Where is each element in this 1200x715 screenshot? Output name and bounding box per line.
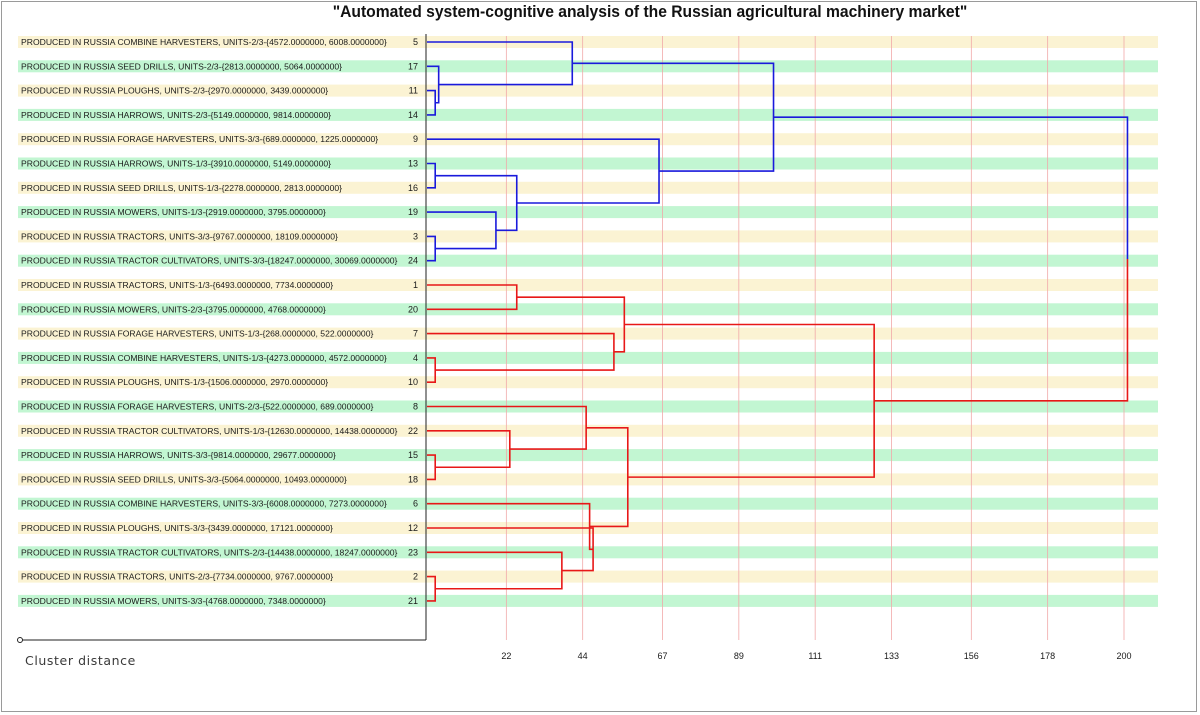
leaf-label: PRODUCED IN RUSSIA HARROWS, UNITS-3/3-{9… — [21, 450, 336, 460]
axis-origin-marker — [17, 637, 23, 643]
leaf-number: 7 — [413, 329, 418, 339]
leaf-label: PRODUCED IN RUSSIA SEED DRILLS, UNITS-3/… — [21, 474, 347, 484]
row-band — [18, 546, 1158, 559]
leaf-number: 6 — [413, 499, 418, 509]
leaf-number: 11 — [409, 86, 418, 96]
leaf-number: 3 — [413, 231, 418, 241]
leaf-label: PRODUCED IN RUSSIA MOWERS, UNITS-3/3-{47… — [21, 596, 326, 606]
leaf-label: PRODUCED IN RUSSIA MOWERS, UNITS-1/3-{29… — [21, 207, 326, 217]
leaf-number: 2 — [413, 572, 418, 582]
x-tick-label: 133 — [884, 651, 899, 661]
x-tick-label: 200 — [1116, 651, 1131, 661]
leaf-label: PRODUCED IN RUSSIA FORAGE HARVESTERS, UN… — [21, 329, 373, 339]
leaf-label: PRODUCED IN RUSSIA SEED DRILLS, UNITS-2/… — [21, 61, 342, 71]
leaf-number: 15 — [408, 450, 418, 460]
row-band — [18, 84, 1158, 97]
row-band — [18, 206, 1158, 219]
leaf-number: 17 — [408, 61, 418, 71]
leaf-label: PRODUCED IN RUSSIA HARROWS, UNITS-1/3-{3… — [21, 159, 331, 169]
leaf-label: PRODUCED IN RUSSIA TRACTORS, UNITS-2/3-{… — [21, 572, 333, 582]
leaf-number: 21 — [408, 596, 418, 606]
row-band — [18, 424, 1158, 437]
leaf-number: 1 — [413, 280, 418, 290]
leaf-label: PRODUCED IN RUSSIA COMBINE HARVESTERS, U… — [21, 353, 387, 363]
leaf-number: 14 — [408, 110, 418, 120]
leaf-label: PRODUCED IN RUSSIA PLOUGHS, UNITS-3/3-{3… — [21, 523, 333, 533]
row-band — [18, 351, 1158, 364]
x-tick-label: 67 — [657, 651, 667, 661]
leaf-label: PRODUCED IN RUSSIA SEED DRILLS, UNITS-1/… — [21, 183, 342, 193]
row-band — [18, 594, 1158, 607]
leaf-number: 8 — [413, 402, 418, 412]
leaf-label: PRODUCED IN RUSSIA COMBINE HARVESTERS, U… — [21, 37, 387, 47]
leaf-number: 10 — [408, 377, 418, 387]
leaf-number: 12 — [408, 523, 418, 533]
leaf-label: PRODUCED IN RUSSIA HARROWS, UNITS-2/3-{5… — [21, 110, 331, 120]
leaf-number: 19 — [408, 207, 418, 217]
x-tick-label: 156 — [964, 651, 979, 661]
leaf-number: 9 — [413, 134, 418, 144]
leaf-number: 4 — [413, 353, 418, 363]
x-tick-label: 22 — [501, 651, 511, 661]
row-band — [18, 400, 1158, 413]
dendrogram-link — [874, 258, 1129, 402]
leaf-number: 16 — [408, 183, 418, 193]
x-tick-label: 178 — [1040, 651, 1055, 661]
leaf-label: PRODUCED IN RUSSIA PLOUGHS, UNITS-1/3-{1… — [21, 377, 328, 387]
row-band — [18, 230, 1158, 243]
leaf-label: PRODUCED IN RUSSIA TRACTORS, UNITS-3/3-{… — [21, 231, 338, 241]
x-tick-label: 111 — [808, 651, 822, 661]
leaf-number: 24 — [408, 256, 418, 266]
leaf-label: PRODUCED IN RUSSIA MOWERS, UNITS-2/3-{37… — [21, 304, 326, 314]
row-band — [18, 60, 1158, 73]
leaf-number: 23 — [408, 547, 418, 557]
chart-title: "Automated system-cognitive analysis of … — [332, 2, 968, 21]
row-band — [18, 157, 1158, 170]
row-band — [18, 36, 1158, 48]
row-band — [18, 254, 1158, 267]
row-band — [18, 376, 1158, 389]
leaf-label: PRODUCED IN RUSSIA COMBINE HARVESTERS, U… — [21, 499, 387, 509]
leaf-label: PRODUCED IN RUSSIA TRACTORS, UNITS-1/3-{… — [21, 280, 333, 290]
leaf-label: PRODUCED IN RUSSIA PLOUGHS, UNITS-2/3-{2… — [21, 86, 328, 96]
x-axis-label: Cluster distance — [25, 653, 136, 668]
leaf-number: 13 — [408, 159, 418, 169]
leaf-number: 20 — [408, 304, 418, 314]
x-tick-label: 89 — [734, 651, 744, 661]
leaf-label: PRODUCED IN RUSSIA TRACTOR CULTIVATORS, … — [21, 256, 398, 266]
row-band — [18, 279, 1158, 291]
leaf-label: PRODUCED IN RUSSIA FORAGE HARVESTERS, UN… — [21, 134, 378, 144]
leaf-number: 22 — [408, 426, 418, 436]
leaf-label: PRODUCED IN RUSSIA TRACTOR CULTIVATORS, … — [21, 426, 398, 436]
leaf-number: 5 — [413, 37, 418, 47]
dendrogram-link — [773, 116, 1129, 259]
leaf-label: PRODUCED IN RUSSIA FORAGE HARVESTERS, UN… — [21, 402, 373, 412]
row-band — [18, 449, 1158, 462]
leaf-label: PRODUCED IN RUSSIA TRACTOR CULTIVATORS, … — [21, 547, 398, 557]
leaf-number: 18 — [408, 474, 418, 484]
x-tick-label: 44 — [578, 651, 588, 661]
row-band — [18, 570, 1158, 583]
row-band — [18, 181, 1158, 194]
row-band — [18, 303, 1158, 316]
